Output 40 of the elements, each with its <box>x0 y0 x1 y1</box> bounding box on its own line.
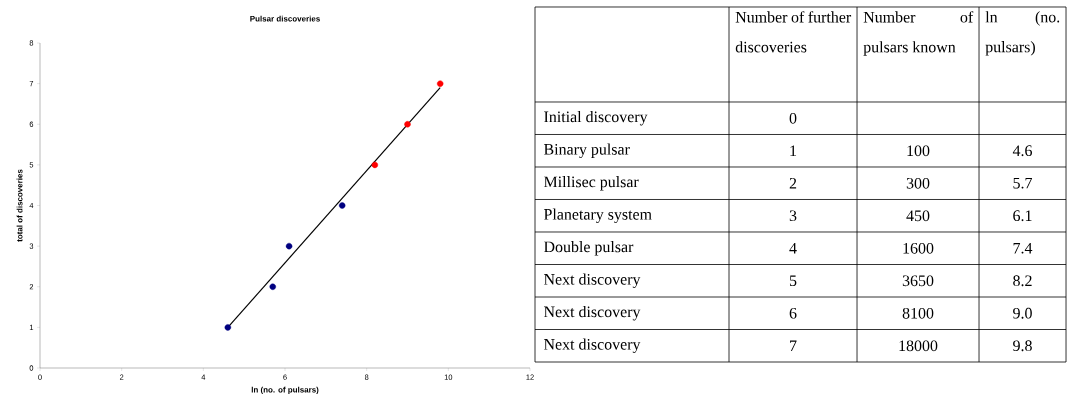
data-label: 9.0 <box>1013 307 1032 319</box>
data-label: 100 <box>907 145 930 157</box>
data-label: 5 <box>789 275 797 287</box>
data-label: 7 <box>790 340 797 351</box>
data-label: 1600 <box>903 242 934 254</box>
point <box>285 242 293 250</box>
category-label: Binary pulsar <box>543 143 630 158</box>
point <box>404 121 411 128</box>
data-label: 5.7 <box>1013 177 1033 189</box>
point <box>338 202 346 209</box>
data-label: 6 <box>789 307 797 319</box>
data-label: 300 <box>906 177 930 189</box>
data-label: 8100 <box>902 307 934 319</box>
category-label: Next discovery <box>543 306 641 321</box>
text: ln (no. pulsars) <box>985 11 1060 56</box>
text: Number of pulsars known <box>863 11 974 56</box>
category-label: Next discovery <box>543 338 641 353</box>
data-label: 450 <box>906 210 930 222</box>
data-label: 3650 <box>902 275 934 287</box>
category-label: Initial discovery <box>544 110 648 126</box>
text: Number of further discoveries <box>735 11 852 53</box>
data-label: 6.1 <box>1013 210 1032 222</box>
data-label: 3 <box>789 210 797 222</box>
point <box>371 161 379 169</box>
data-label: 0 <box>789 112 797 124</box>
data-label: 4.6 <box>1012 145 1033 157</box>
data-label: 1 <box>790 145 797 157</box>
point <box>224 324 232 331</box>
point <box>436 80 444 87</box>
data-label: 4 <box>789 243 797 254</box>
data-label: 7.4 <box>1013 242 1033 254</box>
data-label: 2 <box>789 177 797 189</box>
point <box>269 283 276 290</box>
data-label: 9.8 <box>1013 340 1032 352</box>
category-label: Millisec pulsar <box>543 176 639 191</box>
data-label: 8.2 <box>1013 275 1032 287</box>
category-label: Planetary system <box>543 208 652 223</box>
category-label: Double pulsar <box>543 241 634 256</box>
data-label: 18000 <box>899 340 938 352</box>
category-label: Next discovery <box>543 273 641 288</box>
